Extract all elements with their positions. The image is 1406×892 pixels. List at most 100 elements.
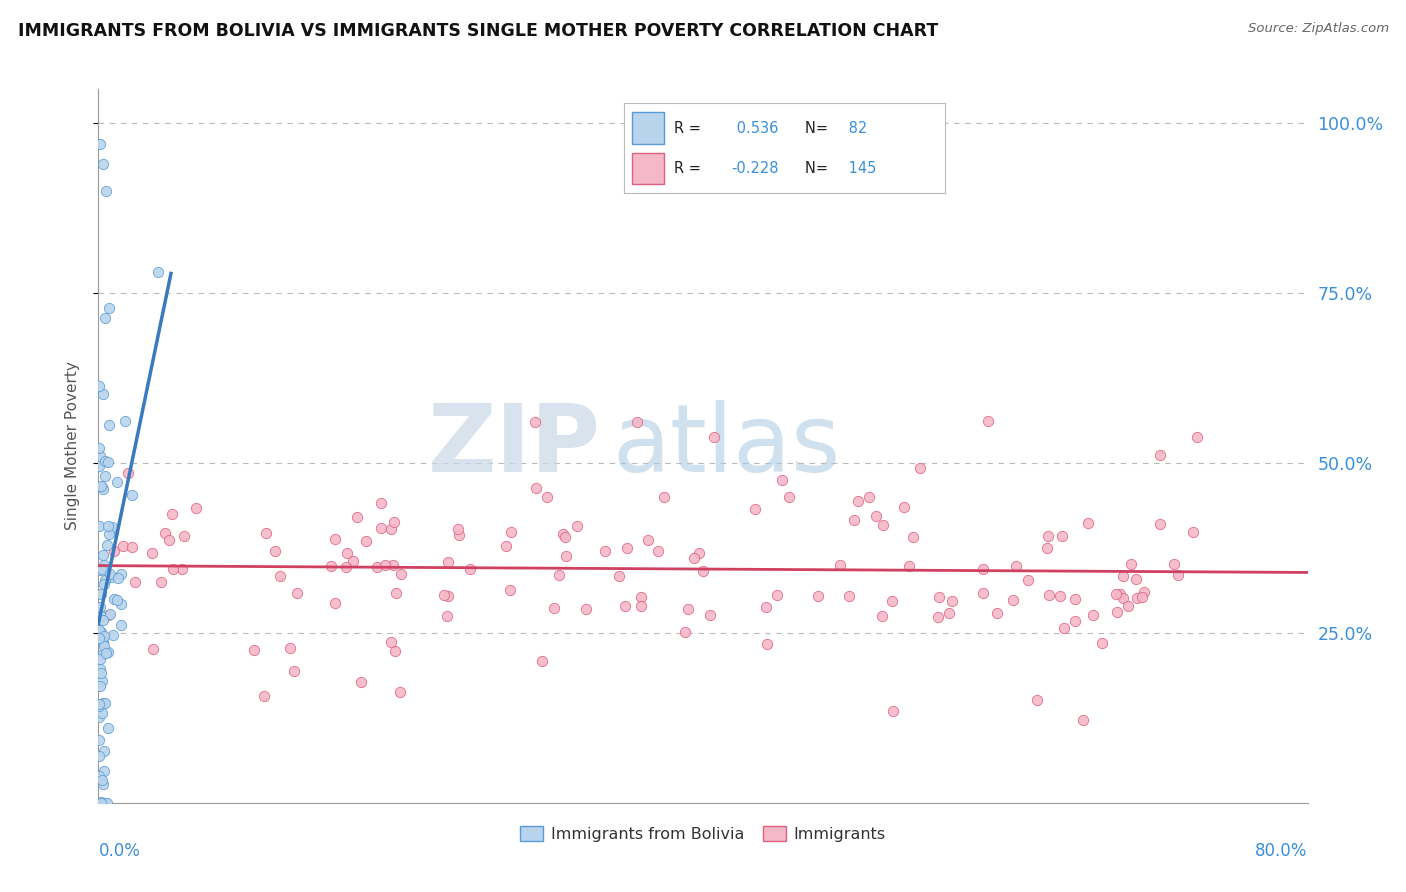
Point	[436, 609, 458, 624]
Point	[382, 558, 405, 573]
Point	[97, 645, 120, 659]
Point	[153, 525, 176, 540]
Point	[673, 624, 696, 639]
Point	[283, 664, 305, 678]
Point	[346, 510, 368, 524]
Point	[755, 600, 778, 615]
Point	[554, 530, 576, 544]
Point	[807, 589, 830, 603]
Point	[543, 601, 565, 615]
Point	[94, 310, 117, 325]
Point	[770, 473, 793, 487]
Point	[1149, 516, 1171, 531]
Text: ZIP: ZIP	[427, 400, 600, 492]
Point	[110, 617, 132, 632]
Point	[565, 519, 588, 533]
Point	[89, 631, 111, 645]
Point	[98, 566, 121, 581]
Point	[384, 644, 406, 658]
Point	[93, 548, 115, 562]
Point	[688, 546, 710, 560]
Text: 0.0%: 0.0%	[98, 842, 141, 860]
Point	[755, 636, 778, 650]
Text: atlas: atlas	[613, 400, 841, 492]
Point	[1005, 559, 1028, 574]
Point	[101, 520, 124, 534]
Point	[278, 641, 301, 656]
Point	[1112, 591, 1135, 605]
Text: Source: ZipAtlas.com: Source: ZipAtlas.com	[1249, 22, 1389, 36]
Point	[1187, 430, 1209, 444]
Point	[908, 460, 931, 475]
Point	[98, 607, 121, 622]
Point	[91, 696, 114, 710]
Point	[872, 518, 894, 533]
Point	[1119, 557, 1142, 571]
Point	[1126, 591, 1149, 605]
Point	[1017, 573, 1039, 587]
Point	[778, 490, 800, 504]
Point	[323, 596, 346, 610]
Point	[499, 582, 522, 597]
Point	[90, 706, 112, 721]
Point	[366, 560, 388, 574]
Point	[449, 528, 471, 542]
Point	[93, 764, 115, 778]
Point	[253, 689, 276, 703]
Point	[336, 546, 359, 560]
Point	[90, 796, 112, 810]
Point	[370, 496, 392, 510]
Point	[91, 479, 114, 493]
Point	[94, 468, 117, 483]
Point	[90, 772, 112, 787]
Point	[91, 647, 114, 661]
Point	[692, 564, 714, 578]
Point	[186, 501, 208, 516]
Point	[350, 674, 373, 689]
Point	[90, 795, 112, 809]
Point	[87, 697, 110, 711]
Point	[93, 577, 115, 591]
Point	[146, 265, 169, 279]
Y-axis label: Single Mother Poverty: Single Mother Poverty	[65, 361, 80, 531]
Point	[927, 610, 949, 624]
Legend: Immigrants from Bolivia, Immigrants: Immigrants from Bolivia, Immigrants	[515, 820, 891, 848]
Point	[370, 521, 392, 535]
Point	[97, 519, 120, 533]
Point	[89, 600, 111, 615]
Point	[90, 587, 112, 601]
Point	[630, 599, 652, 614]
Point	[1035, 541, 1057, 555]
Point	[1091, 636, 1114, 650]
Point	[446, 522, 468, 536]
Point	[1053, 621, 1076, 635]
Point	[1105, 605, 1128, 619]
Point	[938, 607, 960, 621]
Point	[380, 635, 402, 649]
Point	[319, 559, 342, 574]
Point	[1038, 589, 1060, 603]
Point	[89, 769, 111, 783]
Point	[157, 533, 180, 548]
Point	[103, 591, 125, 606]
Point	[269, 568, 291, 582]
Point	[1077, 516, 1099, 530]
Point	[1036, 528, 1059, 542]
Point	[97, 721, 120, 735]
Point	[90, 665, 112, 680]
Point	[388, 684, 411, 698]
Point	[1133, 585, 1156, 599]
Point	[1052, 529, 1074, 543]
Point	[89, 662, 111, 676]
Point	[103, 543, 125, 558]
Point	[105, 593, 128, 607]
Point	[96, 796, 118, 810]
Point	[89, 519, 111, 533]
Point	[243, 643, 266, 657]
Point	[842, 513, 865, 527]
Point	[703, 430, 725, 444]
Point	[858, 490, 880, 504]
Text: IMMIGRANTS FROM BOLIVIA VS IMMIGRANTS SINGLE MOTHER POVERTY CORRELATION CHART: IMMIGRANTS FROM BOLIVIA VS IMMIGRANTS SI…	[18, 22, 939, 40]
Point	[103, 524, 125, 538]
Point	[110, 598, 132, 612]
